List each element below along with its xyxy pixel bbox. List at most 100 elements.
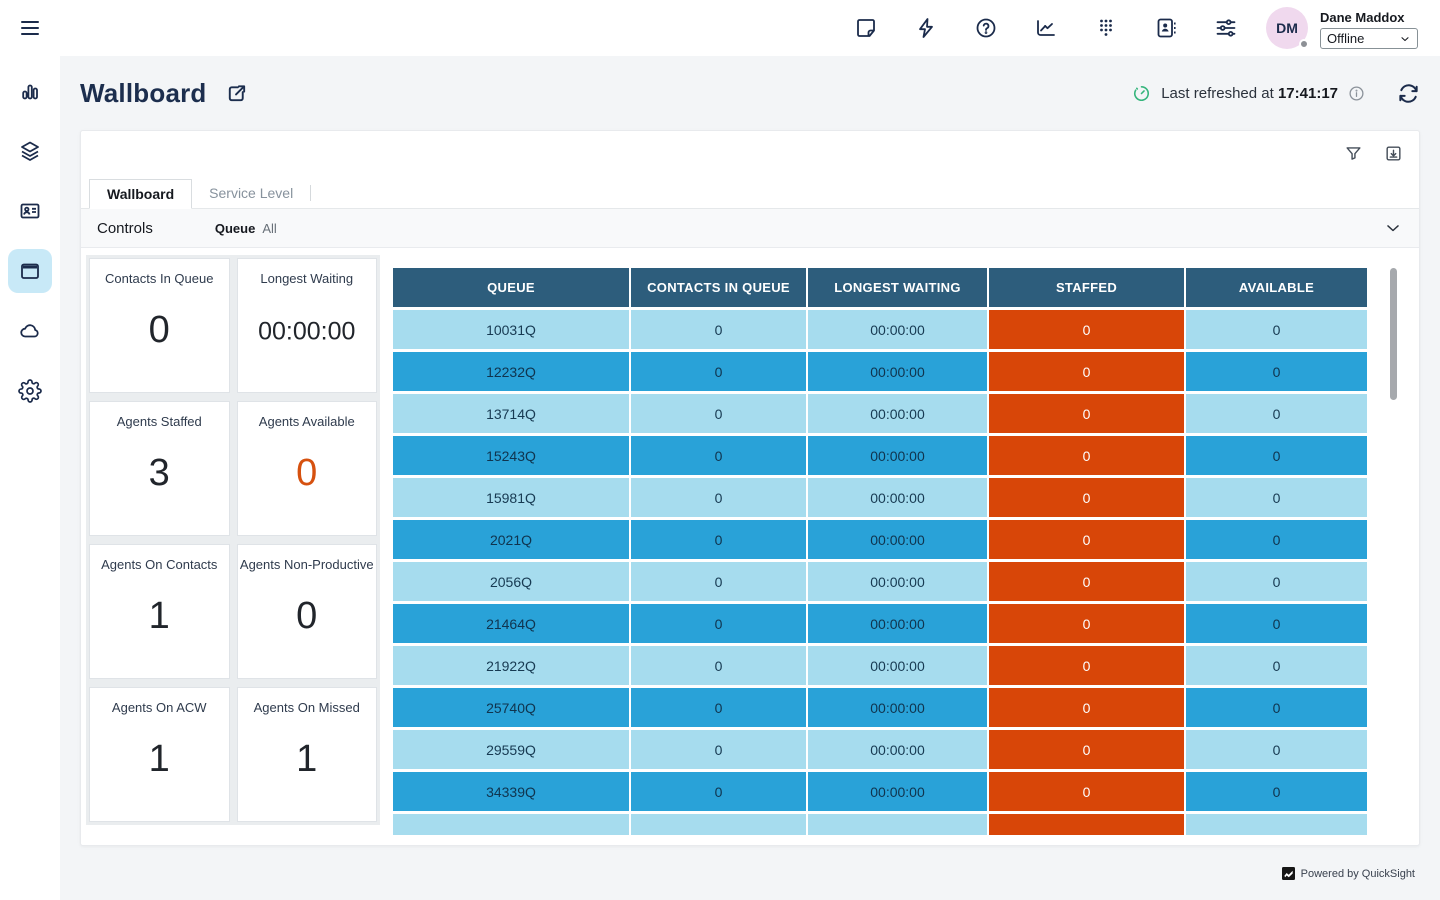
table-cell: [989, 814, 1184, 835]
table-cell: 00:00:00: [808, 478, 987, 517]
directory-icon[interactable]: [1154, 16, 1178, 40]
table-cell: 0: [989, 520, 1184, 559]
info-icon[interactable]: [1348, 85, 1365, 102]
tab-service-level[interactable]: Service Level: [209, 185, 294, 201]
table-cell: 0: [1186, 310, 1367, 349]
contact-card-icon: [20, 203, 40, 219]
gear-icon: [18, 379, 42, 403]
table-cell: 0: [1186, 688, 1367, 727]
col-header-staffed: STAFFED: [989, 268, 1184, 307]
table-cell: 2056Q: [393, 562, 629, 601]
tab-divider: [310, 185, 312, 201]
kpi-label: Agents On ACW: [111, 700, 207, 715]
avatar-initials: DM: [1276, 20, 1298, 36]
table-cell: 0: [631, 604, 806, 643]
chevron-down-icon: [1401, 36, 1409, 41]
table-cell: 21922Q: [393, 646, 629, 685]
table-cell: 0: [1186, 478, 1367, 517]
col-header-longest-waiting: LONGEST WAITING: [808, 268, 987, 307]
refresh-time: 17:41:17: [1277, 84, 1338, 102]
kpi-agents-non-productive: Agents Non-Productive 0: [236, 544, 377, 679]
main-content: Wallboard Last refreshed at 17:41:17: [60, 56, 1440, 900]
dashboard-sheet: Contacts In Queue 0 Longest Waiting 00:0…: [81, 248, 1419, 845]
table-cell: [1186, 814, 1367, 835]
sidebar-item-contacts[interactable]: [8, 189, 52, 233]
note-icon[interactable]: [854, 16, 878, 40]
table-cell: 12232Q: [393, 352, 629, 391]
table-cell: 0: [631, 646, 806, 685]
sidebar-nav: [8, 69, 52, 413]
table-cell: 2021Q: [393, 520, 629, 559]
table-cell: 0: [989, 436, 1184, 475]
table-cell: 0: [989, 604, 1184, 643]
sliders-icon[interactable]: [1214, 16, 1238, 40]
table-row: [393, 814, 1367, 835]
table-cell: 0: [1186, 730, 1367, 769]
table-cell: 0: [1186, 352, 1367, 391]
table-cell: 00:00:00: [808, 646, 987, 685]
refresh-info: Last refreshed at 17:41:17: [1132, 82, 1420, 105]
table-cell: 00:00:00: [808, 436, 987, 475]
lightning-icon[interactable]: [914, 16, 938, 40]
cloud-icon: [20, 324, 39, 338]
metrics-icon[interactable]: [1034, 16, 1058, 40]
table-cell: 0: [989, 478, 1184, 517]
table-cell: 0: [989, 646, 1184, 685]
table-scrollbar-thumb[interactable]: [1390, 268, 1397, 400]
table-cell: 25740Q: [393, 688, 629, 727]
kpi-label: Agents Available: [258, 414, 355, 429]
kpi-value: 1: [296, 737, 318, 780]
refresh-button[interactable]: [1397, 82, 1420, 105]
topbar: DM Dane Maddox Offline: [60, 0, 1440, 56]
table-row: 34339Q 0 00:00:00 0 0: [393, 772, 1367, 811]
quicksight-footer: Powered by QuickSight: [1281, 867, 1415, 880]
status-select-value: Offline: [1327, 31, 1365, 46]
table-cell: 0: [989, 352, 1184, 391]
card-toolbar: [1341, 141, 1405, 165]
page-title: Wallboard: [80, 77, 207, 108]
controls-collapse-chevron-icon[interactable]: [1383, 218, 1403, 238]
table-cell: [393, 814, 629, 835]
status-select[interactable]: Offline: [1320, 28, 1418, 49]
user-meta: Dane Maddox Offline: [1320, 7, 1418, 49]
filter-icon[interactable]: [1341, 141, 1365, 165]
avatar[interactable]: DM: [1266, 7, 1309, 49]
download-icon[interactable]: [1381, 141, 1405, 165]
controls-label: Controls: [97, 219, 153, 237]
hamburger-menu-icon[interactable]: [8, 0, 52, 56]
queue-filter-value[interactable]: All: [262, 220, 277, 236]
sidebar-item-cloud[interactable]: [8, 309, 52, 353]
kpi-agents-on-missed: Agents On Missed 1: [236, 687, 377, 822]
kpi-label: Agents Staffed: [116, 414, 202, 429]
table-cell: 0: [631, 688, 806, 727]
table-cell: 10031Q: [393, 310, 629, 349]
table-row: 29559Q 0 00:00:00 0 0: [393, 730, 1367, 769]
sidebar-item-settings[interactable]: [8, 369, 52, 413]
tab-bar: Wallboard Service Level: [81, 179, 1419, 209]
controls-bar: Controls Queue All: [81, 209, 1419, 248]
table-cell: 0: [631, 772, 806, 811]
table-cell: 0: [989, 688, 1184, 727]
kpi-label: Contacts In Queue: [105, 271, 214, 286]
queue-table: QUEUE CONTACTS IN QUEUE LONGEST WAITING …: [393, 268, 1367, 835]
table-cell: 0: [1186, 646, 1367, 685]
tab-wallboard[interactable]: Wallboard: [89, 179, 193, 209]
sidebar-item-analytics[interactable]: [8, 69, 52, 113]
dialpad-icon[interactable]: [1094, 16, 1118, 40]
sidebar-item-wallboard[interactable]: [8, 249, 52, 293]
help-icon[interactable]: [974, 16, 998, 40]
queue-table-header: QUEUE CONTACTS IN QUEUE LONGEST WAITING …: [393, 268, 1367, 307]
table-cell: 00:00:00: [808, 688, 987, 727]
kpi-agents-staffed: Agents Staffed 3: [89, 401, 230, 536]
table-cell: 00:00:00: [808, 562, 987, 601]
quicksight-logo-icon: [1281, 867, 1295, 880]
sidebar-item-layers[interactable]: [8, 129, 52, 173]
kpi-agents-available: Agents Available 0: [236, 401, 377, 536]
table-cell: 00:00:00: [808, 520, 987, 559]
kpi-value: 1: [148, 594, 170, 637]
timer-icon: [1132, 84, 1151, 103]
external-link-icon[interactable]: [225, 82, 248, 105]
kpi-value: 00:00:00: [258, 316, 356, 345]
table-cell: [631, 814, 806, 835]
user-block: DM Dane Maddox Offline: [1266, 7, 1418, 49]
